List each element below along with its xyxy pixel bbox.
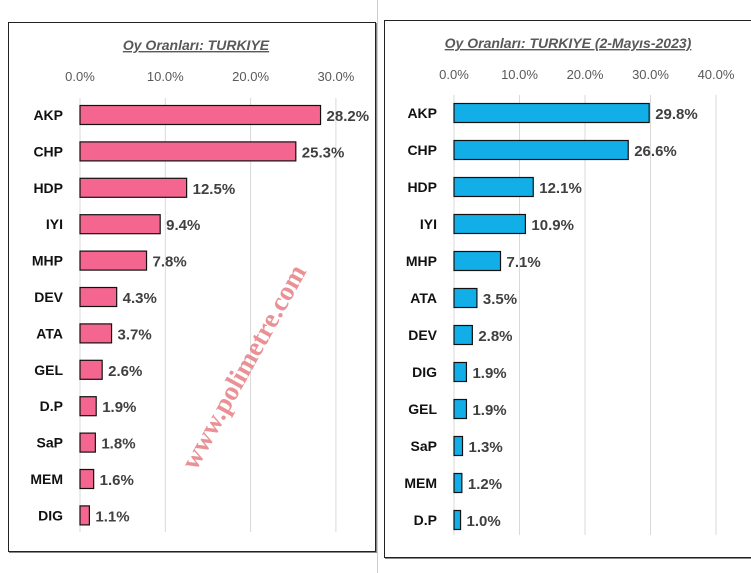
bar-ata	[79, 323, 113, 344]
data-label: 3.7%	[118, 326, 152, 343]
category-label: MEM	[404, 475, 437, 491]
chart-title: Oy Oranları: TURKIYE (2-Mayıs-2023)	[445, 35, 692, 51]
category-label: MEM	[30, 471, 63, 487]
tick-label: 20.0%	[232, 69, 269, 84]
bar-dp	[453, 509, 462, 531]
tick-label: 20.0%	[567, 67, 604, 82]
data-label: 25.3%	[302, 144, 345, 161]
data-label: 1.0%	[467, 513, 501, 530]
tick-label: 30.0%	[632, 67, 669, 82]
bar-hdp	[79, 177, 188, 198]
bar-gel	[79, 359, 103, 380]
data-label: 1.6%	[100, 472, 134, 489]
category-label: DEV	[408, 327, 437, 343]
bar-sap	[453, 435, 464, 457]
tick-label: 40.0%	[698, 67, 735, 82]
category-label: HDP	[407, 179, 437, 195]
category-label: MHP	[406, 253, 437, 269]
bar-mhp	[453, 250, 502, 272]
bar-dig	[453, 361, 468, 383]
data-label: 1.3%	[469, 439, 503, 456]
category-label: CHP	[407, 142, 437, 158]
tick-label: 0.0%	[65, 69, 95, 84]
category-label: MHP	[32, 253, 63, 269]
bar-akp	[79, 104, 322, 126]
bar-sap	[79, 432, 96, 453]
bar-gel	[453, 398, 468, 420]
category-label: AKP	[407, 105, 437, 121]
category-label: ATA	[36, 325, 63, 341]
data-label: 1.9%	[102, 399, 136, 416]
category-label: D.P	[40, 398, 63, 414]
data-label: 7.8%	[153, 254, 187, 271]
category-label: ATA	[410, 290, 437, 306]
bar-chp	[79, 141, 297, 162]
tick-label: 10.0%	[147, 69, 184, 84]
category-label: IYI	[46, 216, 63, 232]
data-label: 1.1%	[95, 508, 129, 525]
data-label: 1.9%	[472, 402, 506, 419]
category-label: GEL	[34, 362, 63, 378]
data-label: 2.6%	[108, 363, 142, 380]
category-label: AKP	[33, 107, 63, 123]
data-label: 4.3%	[123, 290, 157, 307]
data-label: 12.1%	[539, 180, 582, 197]
category-label: HDP	[33, 180, 63, 196]
bar-akp	[453, 102, 650, 124]
data-label: 1.9%	[472, 365, 506, 382]
chart-title: Oy Oranları: TURKIYE	[123, 37, 270, 53]
bar-mhp	[79, 250, 148, 271]
category-label: DIG	[412, 364, 437, 380]
data-label: 12.5%	[193, 181, 236, 198]
data-label: 29.8%	[655, 106, 698, 123]
bar-mem	[79, 468, 95, 490]
tick-label: 0.0%	[439, 67, 469, 82]
data-label: 2.8%	[478, 328, 512, 345]
category-label: CHP	[33, 143, 63, 159]
bar-dp	[79, 396, 97, 417]
data-label: 26.6%	[634, 143, 677, 160]
data-label: 1.2%	[468, 476, 502, 493]
data-label: 1.8%	[101, 436, 135, 453]
category-label: SaP	[37, 435, 63, 451]
data-label: 7.1%	[507, 254, 541, 271]
bar-iyi	[453, 213, 526, 235]
data-label: 28.2%	[327, 108, 370, 125]
bar-dig	[79, 505, 90, 526]
category-label: DIG	[38, 507, 63, 523]
bar-ata	[453, 287, 478, 309]
category-label: IYI	[420, 216, 437, 232]
category-label: D.P	[414, 512, 437, 528]
bar-mem	[453, 472, 463, 494]
category-label: SaP	[411, 438, 437, 454]
category-label: GEL	[408, 401, 437, 417]
bar-chp	[453, 139, 629, 161]
data-label: 10.9%	[531, 217, 574, 234]
tick-label: 30.0%	[317, 69, 354, 84]
data-label: 9.4%	[166, 217, 200, 234]
divider	[377, 0, 378, 573]
bar-hdp	[453, 176, 534, 198]
bar-iyi	[79, 214, 161, 235]
bar-dev	[79, 286, 118, 308]
data-label: 3.5%	[483, 291, 517, 308]
category-label: DEV	[34, 289, 63, 305]
bar-dev	[453, 324, 473, 346]
tick-label: 10.0%	[501, 67, 538, 82]
